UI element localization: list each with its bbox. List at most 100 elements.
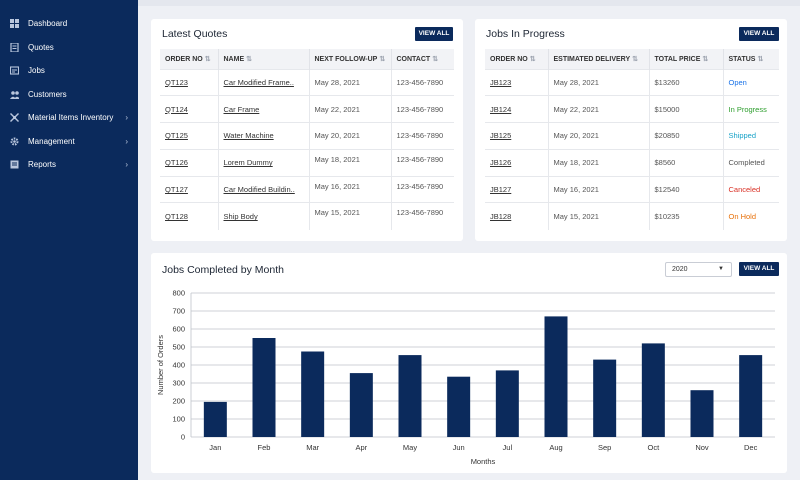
y-axis-label: Number of Orders xyxy=(156,335,165,395)
sort-icon: ⇅ xyxy=(702,55,709,63)
bar-may xyxy=(398,355,422,437)
table-row: JB126 May 18, 2021 $8560 Completed xyxy=(485,148,779,177)
name-link[interactable]: Lorem Dummy xyxy=(223,158,273,168)
order-link[interactable]: JB124 xyxy=(490,104,512,114)
column-header-label: NEXT FOLLOW-UP xyxy=(314,55,378,63)
table-row: JB124 May 22, 2021 $15000 In Progress xyxy=(485,95,779,123)
sidebar-item-label: Quotes xyxy=(28,42,54,52)
order-link[interactable]: JB128 xyxy=(490,212,512,222)
table-cell: $12540 xyxy=(649,175,724,203)
table-cell: 123-456-7890 xyxy=(391,202,454,230)
sidebar-item-customers[interactable]: Customers xyxy=(0,83,138,107)
sidebar-item-label: Reports xyxy=(28,160,57,170)
cell-text: 123-456-7890 xyxy=(396,154,444,164)
table-row: JB127 May 16, 2021 $12540 Canceled xyxy=(485,175,779,203)
jobs-view-all-button[interactable]: VIEW ALL xyxy=(739,27,779,41)
sidebar-item-label: Dashboard xyxy=(28,19,68,29)
name-link[interactable]: Car Modified Frame.. xyxy=(223,77,294,87)
order-link[interactable]: QT128 xyxy=(165,212,188,222)
sidebar-item-quotes[interactable]: Quotes xyxy=(0,36,138,60)
sort-icon: ⇅ xyxy=(246,55,252,63)
latest-quotes-card: Latest Quotes VIEW ALL ORDER NO ⇅ NAME ⇅ NEX… xyxy=(151,19,463,241)
table-cell: $10235 xyxy=(649,202,724,230)
x-tick-label: Jun xyxy=(453,443,465,452)
name-link[interactable]: Car Frame xyxy=(223,104,260,114)
table-cell: May 20, 2021 xyxy=(548,122,650,150)
table-cell: 123-456-7890 xyxy=(391,122,454,150)
x-axis-label: Months xyxy=(471,457,496,466)
status-badge: On Hold xyxy=(728,212,757,222)
table-cell: QT123 xyxy=(160,68,219,96)
table-row: JB128 May 15, 2021 $10235 On Hold xyxy=(485,202,779,230)
column-header[interactable]: ESTIMATED DELIVERY ⇅ xyxy=(548,49,650,69)
column-header[interactable]: ORDER NO ⇅ xyxy=(485,49,549,69)
order-link[interactable]: JB125 xyxy=(490,131,512,141)
year-select-value: 2020 xyxy=(672,266,688,273)
table-cell: Car Modified Frame.. xyxy=(218,68,310,96)
sidebar-item-material-items-inventory[interactable]: Material Items Inventory › xyxy=(0,106,138,130)
name-link[interactable]: Water Machine xyxy=(223,131,274,141)
order-link[interactable]: JB127 xyxy=(490,185,512,195)
x-tick-label: Sep xyxy=(598,443,611,452)
order-link[interactable]: JB123 xyxy=(490,77,512,87)
column-header[interactable]: CONTACT ⇅ xyxy=(391,49,454,69)
table-cell: JB123 xyxy=(485,68,549,96)
year-select[interactable]: 2020 ▼ xyxy=(665,262,732,277)
quotes-view-all-button[interactable]: VIEW ALL xyxy=(415,27,453,41)
latest-quotes-title: Latest Quotes xyxy=(162,28,228,40)
cell-text: May 22, 2021 xyxy=(314,104,360,114)
table-cell: JB128 xyxy=(485,202,549,230)
bar-chart: 0 100 200 300 400 500 600 700 800 Jan Feb Mar Apr May… xyxy=(156,289,775,466)
dashboard-icon xyxy=(10,19,19,29)
jobs-in-progress-title: Jobs In Progress xyxy=(486,28,565,40)
order-link[interactable]: QT127 xyxy=(165,185,188,195)
cell-text: 123-456-7890 xyxy=(396,181,444,191)
column-header[interactable]: NAME ⇅ xyxy=(218,49,310,69)
order-link[interactable]: QT126 xyxy=(165,158,188,168)
name-link[interactable]: Car Modified Buildin.. xyxy=(223,185,295,195)
cell-text: May 28, 2021 xyxy=(553,77,599,87)
sidebar-item-dashboard[interactable]: Dashboard xyxy=(0,12,138,36)
column-header[interactable]: TOTAL PRICE ⇅ xyxy=(649,49,724,69)
table-cell: May 20, 2021 xyxy=(309,122,392,150)
order-link[interactable]: QT123 xyxy=(165,77,188,87)
cell-text: May 20, 2021 xyxy=(553,131,599,141)
cell-text: May 15, 2021 xyxy=(553,212,599,222)
x-tick-label: Nov xyxy=(695,443,709,452)
sidebar-item-label: Management xyxy=(28,136,75,146)
table-cell: Ship Body xyxy=(218,202,310,230)
sort-icon: ⇅ xyxy=(757,55,764,63)
table-cell: 123-456-7890 xyxy=(391,68,454,96)
order-link[interactable]: QT124 xyxy=(165,104,188,114)
x-tick-label: Dec xyxy=(744,443,758,452)
order-link[interactable]: JB126 xyxy=(490,158,512,168)
y-tick-label: 500 xyxy=(172,343,185,352)
table-cell: May 22, 2021 xyxy=(548,95,650,123)
sidebar-item-jobs[interactable]: Jobs xyxy=(0,59,138,83)
table-cell: Shipped xyxy=(723,122,779,150)
y-tick-label: 200 xyxy=(172,397,185,406)
cell-text: $8560 xyxy=(654,158,676,168)
cell-text: $13260 xyxy=(654,77,680,87)
y-tick-label: 300 xyxy=(172,379,185,388)
bar-nov xyxy=(690,390,714,437)
table-cell: $15000 xyxy=(649,95,724,123)
sidebar-item-management[interactable]: Management › xyxy=(0,130,138,154)
column-header[interactable]: NEXT FOLLOW-UP ⇅ xyxy=(309,49,392,69)
table-cell: JB126 xyxy=(485,148,549,177)
order-link[interactable]: QT125 xyxy=(165,131,188,141)
name-link[interactable]: Ship Body xyxy=(223,212,258,222)
chart-view-all-button[interactable]: VIEW ALL xyxy=(739,262,779,276)
column-header[interactable]: STATUS ⇅ xyxy=(723,49,779,69)
quotes-table: ORDER NO ⇅ NAME ⇅ NEXT FOLLOW-UP ⇅ CONTACT ⇅ QT… xyxy=(160,49,454,230)
table-row: QT124 Car Frame May 22, 2021 123-456-7890 xyxy=(160,95,454,123)
table-cell: 123-456-7890 xyxy=(391,95,454,123)
sidebar-item-reports[interactable]: Reports › xyxy=(0,153,138,177)
sort-icon: ⇅ xyxy=(379,55,386,63)
table-cell: May 18, 2021 xyxy=(309,148,392,177)
table-cell: Car Modified Buildin.. xyxy=(218,175,310,203)
y-tick-label: 600 xyxy=(172,325,185,334)
column-header[interactable]: ORDER NO ⇅ xyxy=(160,49,219,69)
sort-icon: ⇅ xyxy=(632,55,638,63)
x-tick-label: Feb xyxy=(258,443,271,452)
